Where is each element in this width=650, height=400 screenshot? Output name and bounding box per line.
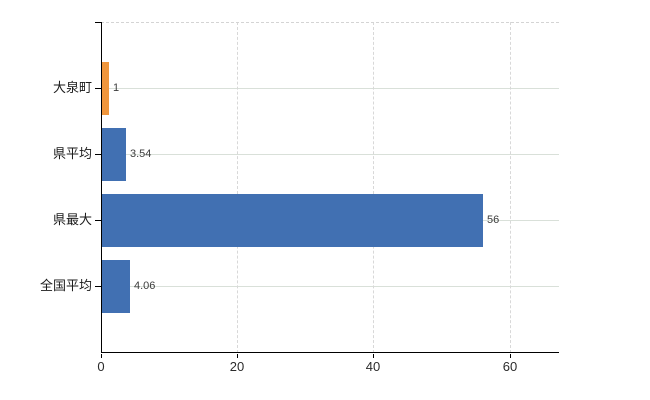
plot-top-border xyxy=(101,22,559,23)
x-axis-tick xyxy=(373,354,374,358)
x-tick-label: 60 xyxy=(502,359,518,374)
bar-value-label: 56 xyxy=(487,214,500,226)
gridline-vertical xyxy=(510,22,511,353)
x-tick-label: 20 xyxy=(229,359,245,374)
y-axis-tick xyxy=(95,88,101,89)
bar-3 xyxy=(102,260,130,313)
x-axis-tick xyxy=(510,354,511,358)
gridline-vertical xyxy=(237,22,238,353)
bar-0 xyxy=(102,62,109,115)
y-axis-tick xyxy=(95,154,101,155)
gridline-horizontal xyxy=(101,154,559,155)
y-axis-tick xyxy=(95,286,101,287)
bar-value-label: 1 xyxy=(113,82,120,94)
x-axis-line xyxy=(101,352,559,353)
bar-2 xyxy=(102,194,483,247)
plot-area: 1 3.54 56 4.06 xyxy=(101,22,559,353)
x-tick-label: 0 xyxy=(97,359,105,374)
x-axis-tick xyxy=(101,354,102,358)
gridline-horizontal xyxy=(101,286,559,287)
x-tick-label: 40 xyxy=(365,359,381,374)
x-axis-tick xyxy=(237,354,238,358)
bar-value-label: 4.06 xyxy=(134,280,156,292)
category-label: 県最大 xyxy=(52,212,92,227)
category-label: 県平均 xyxy=(52,146,92,161)
gridline-vertical xyxy=(373,22,374,353)
category-label: 全国平均 xyxy=(39,278,92,293)
y-axis-line xyxy=(101,22,102,353)
category-label: 大泉町 xyxy=(52,80,92,95)
y-axis-top-tick xyxy=(95,22,101,23)
gridline-horizontal xyxy=(101,88,559,89)
y-axis-tick xyxy=(95,220,101,221)
bar-value-label: 3.54 xyxy=(130,148,152,160)
bar-1 xyxy=(102,128,126,181)
